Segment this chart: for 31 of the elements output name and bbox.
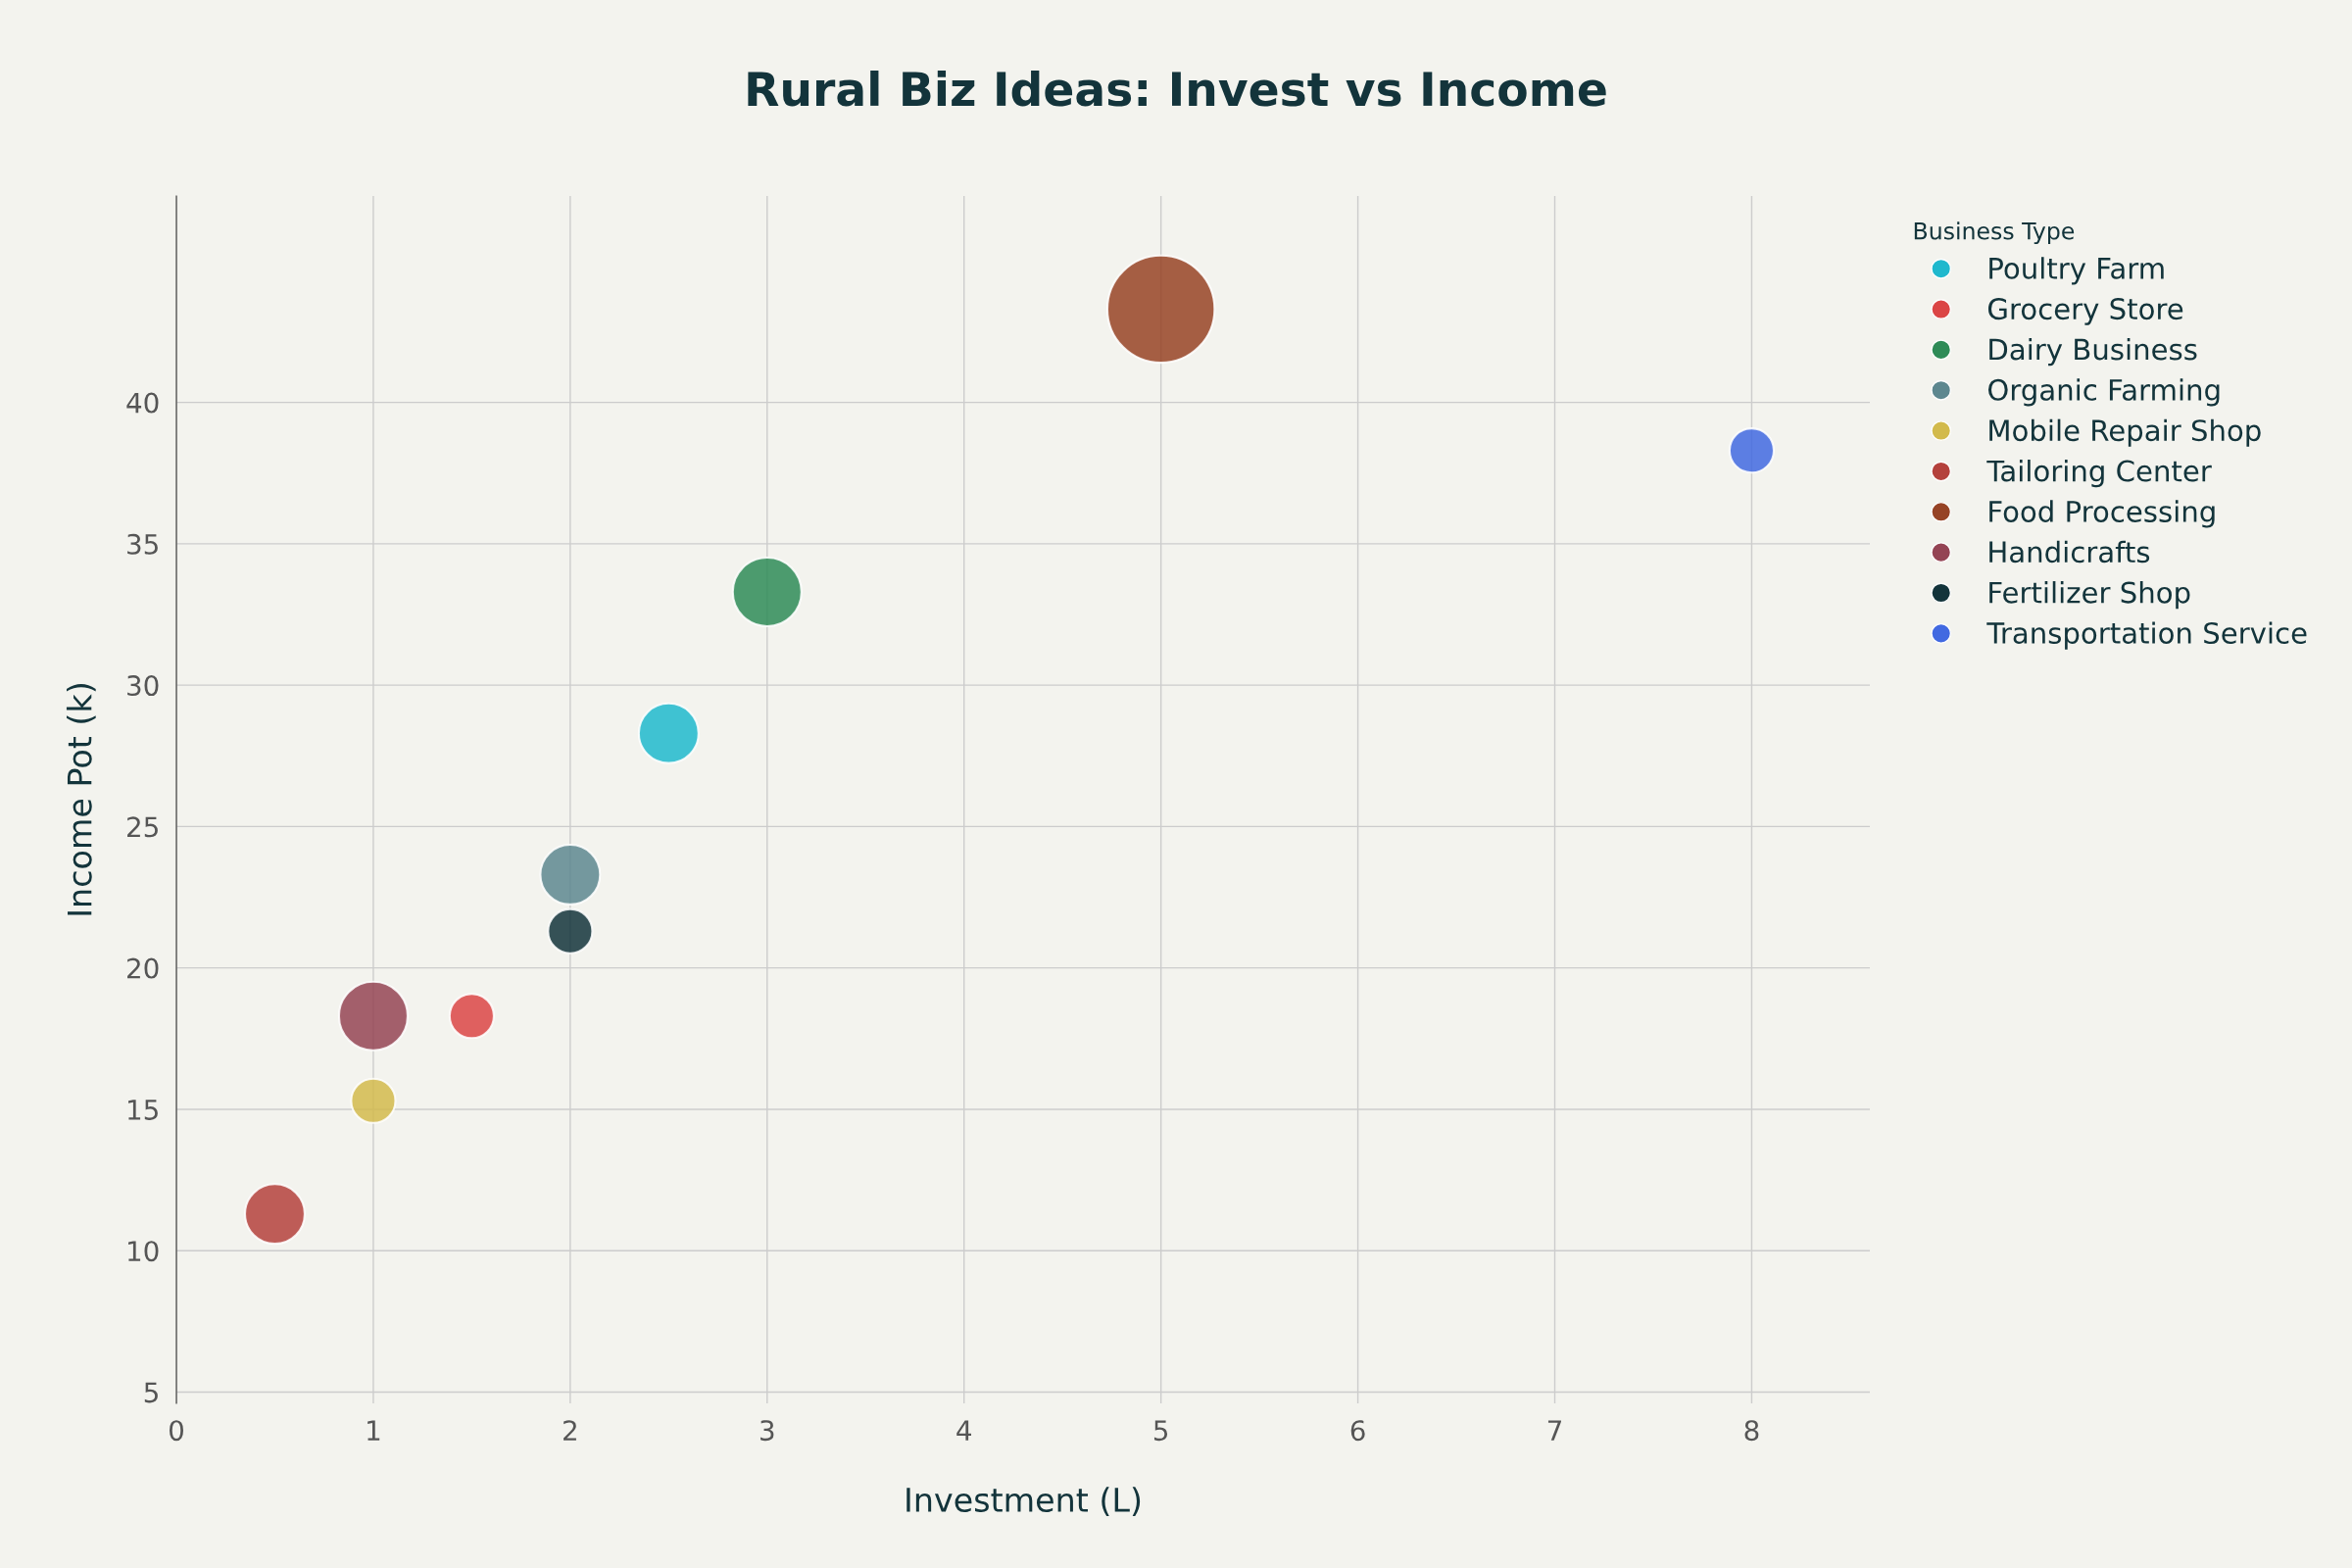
y-tick-label: 35 [127, 533, 158, 555]
x-tick-label: 4 [956, 1420, 971, 1441]
legend-label: Handicrafts [1989, 540, 2150, 564]
x-tick-label: 2 [564, 1420, 576, 1441]
x-tick-label: 5 [1153, 1420, 1168, 1442]
x-tick-label: 3 [760, 1420, 774, 1442]
y-tick-label: 30 [127, 675, 159, 697]
legend-title: Business Type [1914, 221, 2075, 245]
legend-label: Grocery Store [1988, 298, 2183, 325]
x-axis-title: Investment (L) [906, 1487, 1141, 1516]
legend-label: Organic Farming [1988, 378, 2220, 407]
x-tick-label: 7 [1547, 1420, 1561, 1441]
legend-label: Poultry Farm [1989, 257, 2164, 285]
legend-label: Fertilizer Shop [1989, 581, 2190, 610]
y-tick-label: 25 [127, 816, 158, 838]
legend-label: Dairy Business [1989, 337, 2197, 367]
y-tick-label: 15 [128, 1100, 158, 1120]
y-axis-title: Income Pot (k) [66, 684, 96, 915]
y-tick-label: 5 [144, 1382, 158, 1403]
legend-label: Mobile Repair Shop [1989, 418, 2261, 447]
y-tick-label: 10 [128, 1241, 159, 1262]
chart-title: Rural Biz Ideas: Invest vs Income [748, 71, 1606, 107]
legend-label: Tailoring Center [1986, 459, 2212, 488]
y-tick-label: 40 [126, 392, 159, 414]
x-tick-label: 6 [1350, 1420, 1365, 1442]
legend-label: Food Processing [1989, 500, 2215, 528]
x-tick-label: 1 [368, 1420, 380, 1441]
x-tick-label: 8 [1744, 1420, 1759, 1442]
x-tick-label: 0 [169, 1420, 183, 1442]
y-tick-label: 20 [127, 957, 159, 979]
legend-label: Transportation Service [1986, 621, 2307, 650]
